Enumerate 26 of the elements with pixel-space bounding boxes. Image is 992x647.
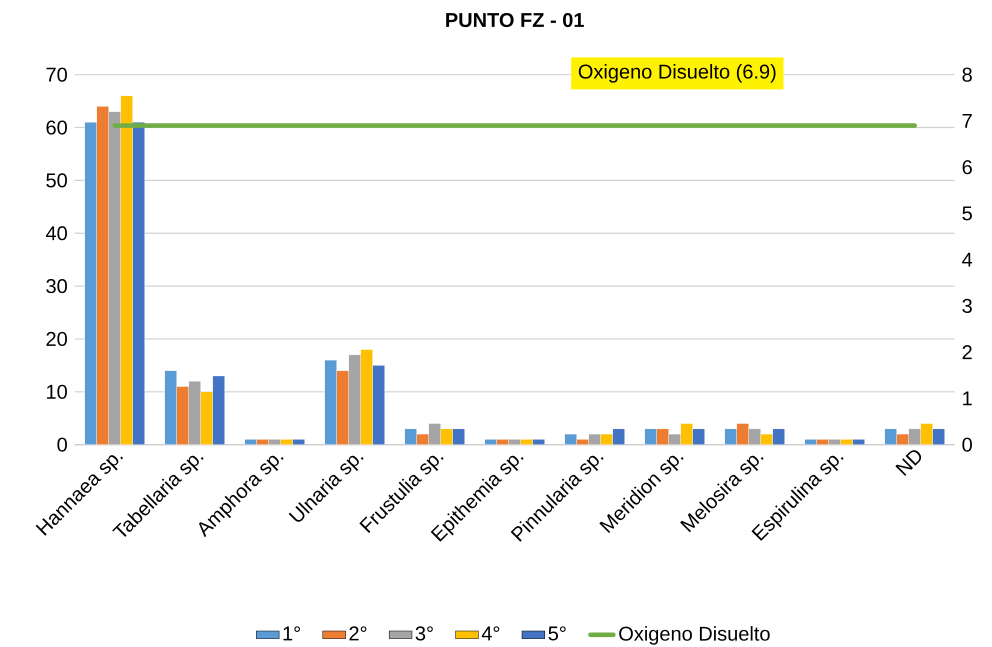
y2-tick-label: 3 — [962, 299, 972, 314]
y2-tick-label: 7 — [962, 114, 972, 128]
y2-tick-label: 8 — [962, 68, 972, 82]
legend-label: 2° — [349, 626, 366, 640]
legend-label: 5° — [548, 626, 566, 641]
y2-tick-label: 2 — [962, 345, 972, 360]
y2-tick-label: 6 — [962, 160, 972, 174]
y-tick-label: 50 — [46, 173, 67, 188]
legend-label: 3° — [416, 626, 433, 641]
y-tick-label: 10 — [47, 384, 67, 400]
y-tick-label: 60 — [46, 120, 67, 135]
y-tick-label: 20 — [46, 332, 67, 346]
y-tick-label: 30 — [46, 279, 67, 294]
y2-tick-label: 4 — [962, 252, 972, 267]
legend-label: 4° — [482, 626, 500, 640]
y2-tick-label: 1 — [963, 392, 972, 406]
y-tick-label: 0 — [57, 438, 67, 452]
annotation: Oxigeno Disuelto (6.9) — [578, 64, 776, 83]
y2-tick-label: 5 — [962, 206, 972, 221]
y-tick-label: 40 — [46, 226, 67, 240]
legend-label: Oxigeno Disuelto — [619, 626, 770, 645]
y-tick-label: 70 — [46, 68, 67, 82]
chart-title: PUNTO FZ - 01 — [446, 13, 584, 28]
x-tick-label: ND — [895, 450, 922, 476]
y2-tick-label: 0 — [962, 438, 972, 452]
legend-label: 1° — [284, 626, 300, 640]
